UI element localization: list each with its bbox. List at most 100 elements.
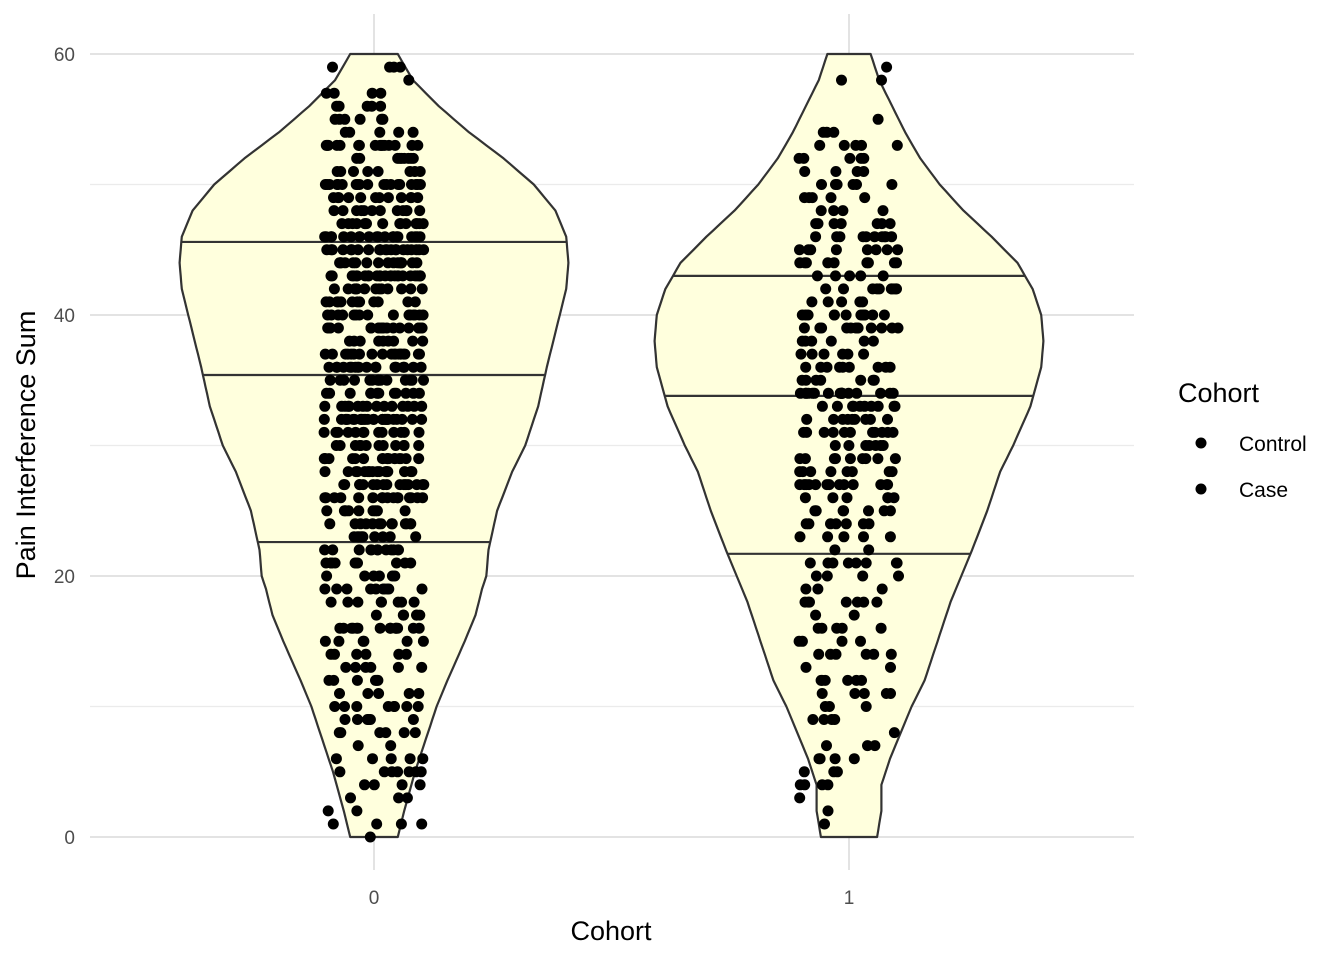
data-point-control [397,361,409,373]
data-point-control [342,596,354,608]
data-point-control [371,231,383,243]
data-point-control [397,205,409,217]
data-point-control [399,505,411,517]
data-point-control [406,413,418,425]
data-point-case [821,126,833,138]
data-point-control [367,505,379,517]
data-point-case [827,426,839,438]
data-point-control [320,453,332,465]
data-point-case [867,309,879,321]
data-point-case [857,296,869,308]
data-point-control [328,205,340,217]
data-point-control [337,244,349,256]
data-point-control [339,714,351,725]
data-point-case [834,387,846,399]
data-point-case [872,453,884,465]
data-point-case [885,648,897,660]
data-point-control [351,648,363,660]
data-point-control [416,583,428,595]
data-point-control [396,779,408,791]
data-point-case [858,348,870,360]
data-point-control [353,231,365,243]
data-point-case [863,544,875,556]
data-point-control [339,113,351,125]
data-point-control [381,322,393,334]
data-point-control [414,779,426,791]
data-point-control [366,100,378,112]
data-point-control [362,688,374,699]
data-point-case [869,231,881,243]
data-point-case [886,179,898,190]
data-point-control [339,126,351,138]
data-point-case [794,244,805,256]
data-point-case [867,426,879,438]
data-point-case [826,714,838,725]
data-point-case [818,348,830,360]
data-point-case [822,257,834,269]
data-point-control [392,596,404,608]
data-point-case [844,152,856,164]
data-point-case [835,218,847,230]
data-point-control [319,348,331,360]
data-point-control [373,192,385,204]
data-point-control [323,361,335,373]
data-point-case [827,492,839,504]
data-point-case [840,309,852,321]
data-point-case [881,61,893,73]
y-tick-labels: 0 20 40 60 [54,45,75,849]
data-point-control [319,635,331,647]
data-point-control [320,87,332,99]
data-point-control [362,179,374,190]
data-point-control [347,453,359,465]
data-point-case [877,270,889,282]
data-point-control [372,296,384,308]
data-point-control [361,361,373,373]
data-point-control [372,674,384,686]
data-point-case [798,766,810,778]
data-point-control [388,61,400,73]
data-point-control [334,688,345,699]
x-tick-label: 0 [369,888,380,909]
data-point-case [822,805,834,817]
data-point-case [829,440,841,451]
data-point-control [342,218,354,230]
data-point-control [349,557,361,569]
data-point-control [372,544,384,556]
data-point-control [398,152,410,164]
data-point-case [822,296,834,308]
data-point-case [877,205,889,217]
data-point-case [884,531,896,543]
data-point-control [362,466,374,478]
data-point-case [825,466,837,478]
data-point-case [860,701,872,712]
data-point-case [884,505,896,517]
data-point-case [860,557,872,569]
data-point-case [838,531,850,543]
data-point-control [394,218,406,230]
data-point-case [799,453,811,465]
data-point-case [844,426,856,438]
data-point-control [416,413,428,425]
data-point-control [393,126,405,138]
data-point-control [391,557,402,569]
data-point-case [816,179,827,190]
data-point-control [362,309,374,321]
data-point-control [370,609,382,621]
data-point-control [350,283,362,295]
data-point-control [401,701,413,712]
data-point-control [367,492,379,504]
data-point-case [825,192,837,204]
data-point-case [802,244,814,256]
data-point-control [402,244,413,256]
data-point-case [863,518,875,530]
data-point-control [413,387,425,399]
data-point-case [821,479,833,491]
data-point-control [395,348,406,360]
data-point-control [416,283,428,295]
data-point-case [876,74,887,86]
data-point-control [351,152,363,164]
y-axis-title: Pain Interference Sum [11,311,41,580]
data-point-control [359,779,370,791]
data-point-control [375,596,387,608]
data-point-control [327,818,339,830]
